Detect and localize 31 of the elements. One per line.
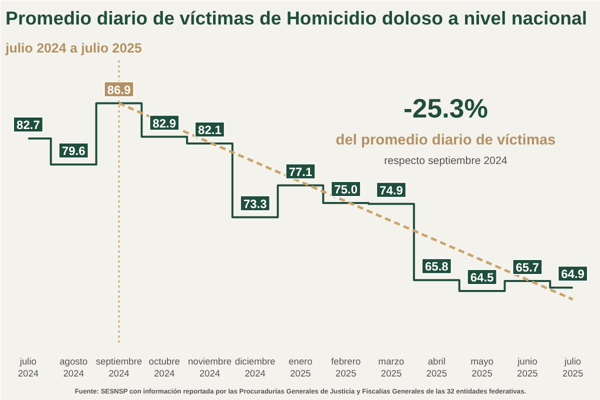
data-label: 79.6: [62, 144, 86, 158]
data-label: 82.7: [16, 118, 40, 132]
data-label: 82.1: [198, 122, 222, 137]
data-label: 74.9: [380, 183, 404, 198]
x-tick-label: abril 2025: [426, 356, 448, 378]
x-tick-label: mayo 2025: [470, 356, 494, 378]
x-tick-label: diciembre 2024: [234, 356, 276, 378]
x-tick-label: noviembre 2024: [188, 356, 232, 378]
data-label: 64.5: [470, 270, 494, 285]
chart-subtitle: julio 2024 a julio 2025: [4, 40, 142, 56]
data-label: 65.8: [424, 260, 449, 274]
data-label: 65.7: [516, 260, 540, 274]
x-tick-label: agosto 2024: [60, 356, 88, 378]
data-label: 64.9: [561, 267, 585, 282]
data-label: 73.3: [243, 196, 268, 211]
x-tick-label: marzo 2025: [378, 356, 404, 378]
data-label: 82.9: [152, 116, 176, 130]
x-tick-label: junio 2025: [516, 356, 538, 378]
x-tick-label: enero 2025: [288, 356, 312, 378]
data-label: 77.1: [288, 164, 313, 179]
data-label: 75.0: [334, 182, 358, 196]
annotation: -25.3%: [404, 93, 488, 124]
annotation: del promedio diario de víctimas: [336, 132, 556, 149]
data-label: 86.9: [107, 82, 131, 97]
x-tick-label: julio 2025: [562, 356, 584, 378]
x-tick-label: febrero 2025: [331, 356, 361, 378]
x-tick-label: julio 2024: [18, 356, 39, 378]
x-tick-label: septiembre 2024: [96, 356, 142, 378]
annotation: respecto septiembre 2024: [384, 154, 508, 167]
x-tick-label: octubre 2024: [148, 356, 180, 378]
chart-title: Promedio diario de víctimas de Homicidio doloso a nivel nacional: [6, 8, 588, 28]
